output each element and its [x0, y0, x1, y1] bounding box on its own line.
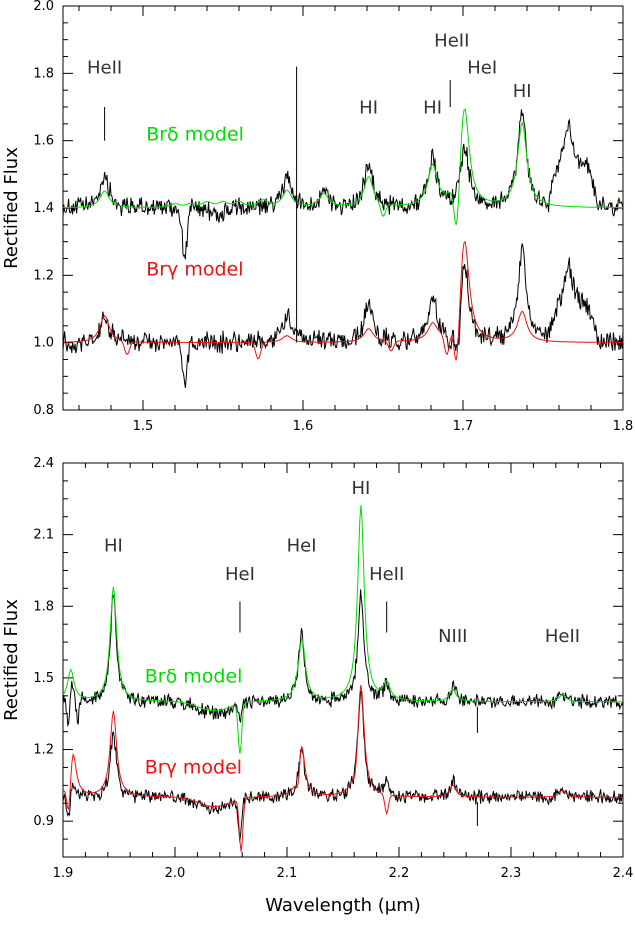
x-tick-label: 1.7 — [453, 419, 474, 434]
x-tick-label: 2.1 — [277, 866, 298, 881]
model-label: Brγ model — [145, 756, 242, 778]
y-tick-label: 1.6 — [33, 134, 54, 149]
model-label: Brγ model — [146, 258, 243, 280]
top-plot-content: 1.5 1.6 1.7 1.8 0.8 1.0 1.2 1.4 1.6 1.8 2.0 HeII HI H… — [33, 0, 633, 434]
x-tick-label: 1.6 — [293, 419, 314, 434]
y-tick-label: 1.8 — [33, 599, 54, 614]
model-label: Brδ model — [146, 124, 244, 146]
brgamma-model-spectrum — [62, 684, 623, 852]
y-tick-label: 2.0 — [33, 0, 54, 14]
x-tick-label: 1.5 — [133, 419, 154, 434]
y-tick-label: 0.9 — [33, 814, 54, 829]
y-tick-label: 2.1 — [33, 528, 54, 543]
line-id-label: HI — [351, 478, 370, 499]
x-tick-label: 2.0 — [165, 866, 186, 881]
brdelta-model-spectrum — [63, 108, 624, 226]
observed-lower-spectrum — [62, 243, 624, 388]
x-tick-label: 2.3 — [501, 866, 522, 881]
y-tick-label: 1.8 — [33, 66, 54, 81]
line-id-label: HeII — [545, 626, 580, 647]
y-tick-label: 1.5 — [33, 671, 54, 686]
x-tick-label: 1.8 — [613, 419, 634, 434]
x-tick-label: 2.2 — [389, 866, 410, 881]
line-id-label: NIII — [438, 626, 467, 647]
x-tick-label: 2.4 — [613, 866, 634, 881]
brgamma-model-spectrum — [62, 240, 623, 361]
line-id-label: HeI — [225, 564, 255, 585]
bottom-panel: Rectified Flux Wavelength (μm) 1.9 2.0 2.1… — [1, 456, 633, 916]
line-id-label: HeI — [467, 57, 497, 78]
top-y-axis-label: Rectified Flux — [1, 147, 22, 269]
y-tick-label: 1.4 — [33, 201, 54, 216]
bottom-y-axis-label: Rectified Flux — [1, 599, 22, 721]
y-tick-label: 1.2 — [33, 268, 54, 283]
line-id-label: HeII — [369, 564, 404, 585]
line-id-label: HI — [359, 98, 378, 119]
line-id-label: HI — [423, 98, 442, 119]
line-id-label: HeII — [434, 30, 469, 51]
line-id-label: HI — [513, 81, 532, 102]
y-tick-label: 2.4 — [33, 456, 54, 471]
observed-upper-spectrum — [62, 589, 624, 728]
bottom-plot-content: 1.9 2.0 2.1 2.2 2.3 2.4 0.9 1.2 1.5 1.8 2.1 2.4 HI He… — [33, 456, 633, 881]
y-tick-label: 1.0 — [33, 336, 54, 351]
x-tick-label: 1.9 — [53, 866, 74, 881]
top-panel: Rectified Flux 1.5 1.6 1.7 1.80.81.01.21.41… — [1, 0, 633, 434]
y-tick-label: 1.2 — [33, 743, 54, 758]
brdelta-model-spectrum — [62, 505, 623, 754]
y-tick-label: 0.8 — [33, 403, 54, 418]
line-id-label: HeII — [87, 57, 122, 78]
line-id-label: HI — [104, 535, 123, 556]
line-id-label: HeI — [287, 535, 317, 556]
x-axis-label: Wavelength (μm) — [265, 895, 421, 916]
model-label: Brδ model — [145, 666, 243, 688]
